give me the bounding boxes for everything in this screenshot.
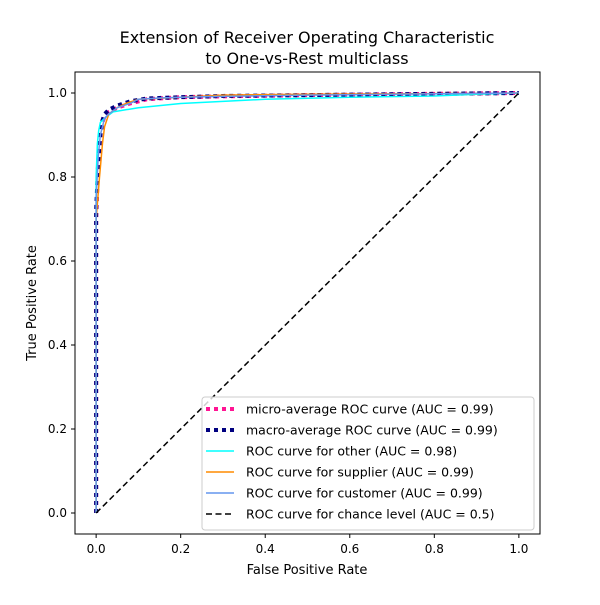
legend-label: ROC curve for supplier (AUC = 0.99) bbox=[246, 465, 474, 480]
y-tick-label: 0.8 bbox=[48, 170, 67, 184]
chart-title-line-1: Extension of Receiver Operating Characte… bbox=[120, 28, 495, 47]
axes-layer: 0.0 0.2 0.4 0.6 0.8 1.0 0.0 0.2 0.4 0.6 0.8 1.0 bbox=[48, 71, 541, 556]
legend-label: ROC curve for chance level (AUC = 0.5) bbox=[246, 507, 494, 522]
x-tick-label: 0.6 bbox=[340, 542, 359, 556]
x-tick-label: 0.4 bbox=[256, 542, 275, 556]
legend-label: ROC curve for other (AUC = 0.98) bbox=[246, 444, 457, 459]
legend-label: macro-average ROC curve (AUC = 0.99) bbox=[246, 423, 498, 438]
legend-label: micro-average ROC curve (AUC = 0.99) bbox=[246, 402, 494, 417]
y-tick-label: 0.0 bbox=[48, 506, 67, 520]
y-tick-label: 1.0 bbox=[48, 86, 67, 100]
x-tick-label: 0.0 bbox=[87, 542, 106, 556]
series-line-5 bbox=[95, 92, 520, 514]
chart-title-line-2: to One-vs-Rest multiclass bbox=[205, 49, 408, 68]
series-line-4 bbox=[95, 92, 519, 513]
x-axis-label: False Positive Rate bbox=[247, 563, 368, 578]
y-tick-label: 0.2 bbox=[48, 422, 67, 436]
y-tick-label: 0.4 bbox=[48, 338, 67, 352]
x-tick-label: 0.2 bbox=[171, 542, 190, 556]
series-line-2 bbox=[95, 92, 519, 513]
x-tick-label: 0.8 bbox=[425, 542, 444, 556]
x-tick-label: 1.0 bbox=[509, 542, 528, 556]
legend: micro-average ROC curve (AUC = 0.99) macr… bbox=[201, 396, 535, 531]
legend-label: ROC curve for customer (AUC = 0.99) bbox=[246, 486, 483, 501]
series-layer bbox=[94, 91, 520, 514]
y-tick-label: 0.6 bbox=[48, 254, 67, 268]
y-axis-label: True Positive Rate bbox=[25, 245, 40, 362]
legend-box bbox=[201, 396, 535, 531]
axes-frame bbox=[74, 71, 541, 535]
